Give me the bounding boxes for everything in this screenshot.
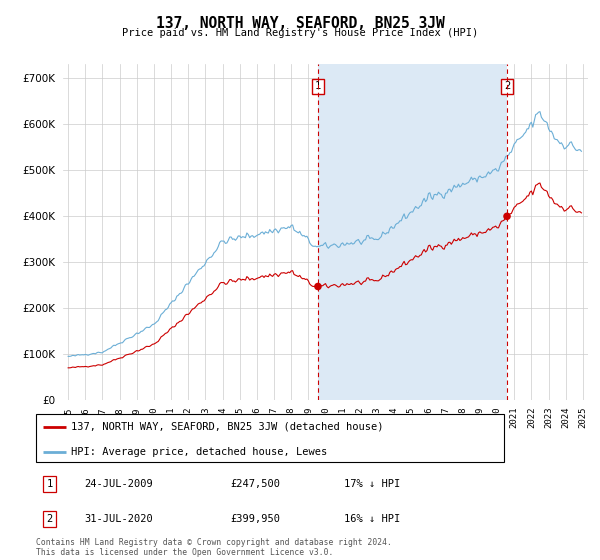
Text: £399,950: £399,950 (230, 514, 280, 524)
Text: 1: 1 (315, 81, 321, 91)
Bar (318, 64, 507, 400)
Text: 1: 1 (46, 479, 53, 489)
FancyBboxPatch shape (36, 414, 504, 462)
Text: Contains HM Land Registry data © Crown copyright and database right 2024.
This d: Contains HM Land Registry data © Crown c… (36, 538, 392, 557)
Text: Price paid vs. HM Land Registry's House Price Index (HPI): Price paid vs. HM Land Registry's House … (122, 28, 478, 38)
Point (313, 282, 323, 291)
Text: 17% ↓ HPI: 17% ↓ HPI (344, 479, 400, 489)
Text: 16% ↓ HPI: 16% ↓ HPI (344, 514, 400, 524)
Text: HPI: Average price, detached house, Lewes: HPI: Average price, detached house, Lewe… (71, 446, 328, 456)
Text: 137, NORTH WAY, SEAFORD, BN25 3JW (detached house): 137, NORTH WAY, SEAFORD, BN25 3JW (detac… (71, 422, 383, 432)
Point (502, 212, 512, 221)
Text: 24-JUL-2009: 24-JUL-2009 (85, 479, 154, 489)
Text: 2: 2 (504, 81, 510, 91)
Text: 31-JUL-2020: 31-JUL-2020 (85, 514, 154, 524)
Text: £247,500: £247,500 (230, 479, 280, 489)
Text: 137, NORTH WAY, SEAFORD, BN25 3JW: 137, NORTH WAY, SEAFORD, BN25 3JW (155, 16, 445, 31)
Text: 2: 2 (46, 514, 53, 524)
